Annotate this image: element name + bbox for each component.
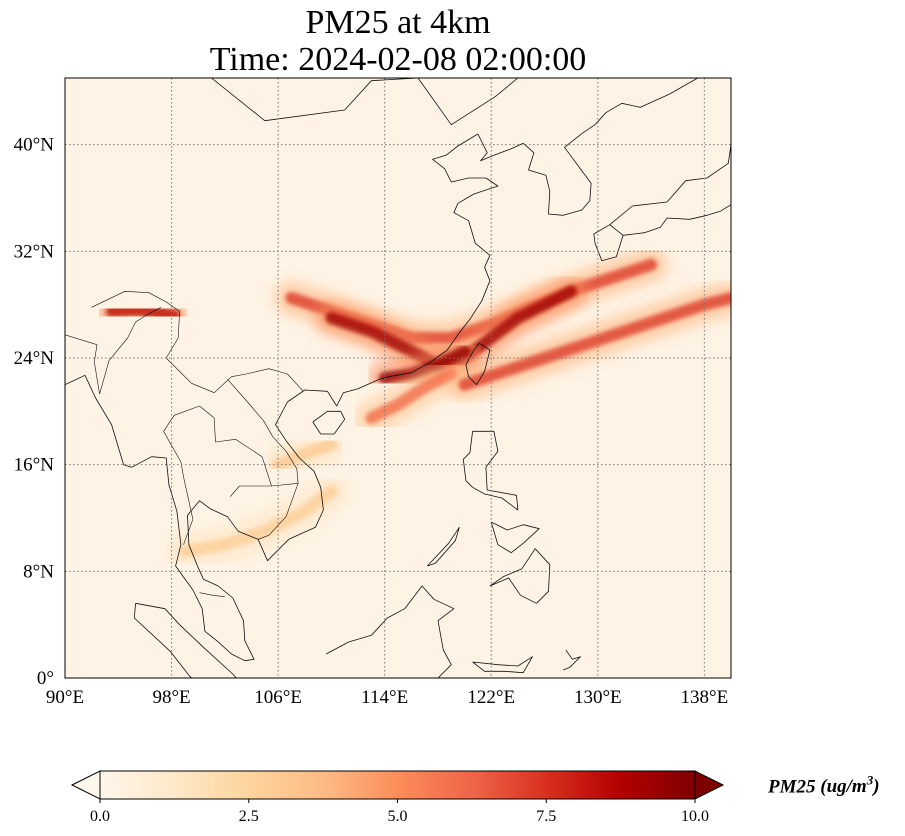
coastline-hainan [312,410,346,435]
map-title: PM25 at 4km [305,4,491,41]
colorbar-tick-label: 7.5 [536,808,556,825]
colorbar-tick-label: 2.5 [239,808,259,825]
coastline-korea [522,78,698,216]
lon-tick-label: 98°E [152,687,190,708]
coastline-luzon [462,430,519,511]
border-cambodia [229,482,299,540]
plume-core-east-band [458,292,731,391]
coastline-visayas [490,521,540,554]
lat-tick-label: 32°N [14,241,55,262]
coastline-sulawesi [472,656,533,674]
map-subtitle-time: Time: 2024-02-08 02:00:00 [209,41,587,78]
colorbar-label: PM25 (ug/m3) [768,773,880,798]
coastline-halmahera [563,649,581,671]
colorbar-extend-max [694,770,725,800]
coastline-mindanao [489,548,551,604]
colorbar-ticks: 0.0 2.5 5.0 7.5 10.0 [90,799,709,825]
border-india-myanmar [99,307,162,395]
lon-tick-label: 130°E [574,687,622,708]
lon-tick-label: 114°E [361,687,408,708]
colorbar: 0.0 2.5 5.0 7.5 10.0 [70,770,725,825]
border-thai-laos [199,405,272,487]
border-china-laos-vn [213,368,304,393]
colorbar-tick-label: 5.0 [388,808,408,825]
border-laos-vn [227,379,299,484]
lat-tick-label: 0° [37,668,54,689]
border-bangladesh [65,334,100,395]
map-plot-area [65,78,731,678]
lat-tick-label: 16°N [14,455,55,476]
plume-core-indochina-haze [272,438,338,471]
pm25-plumes [94,247,731,569]
colorbar-tick-label: 0.0 [90,808,110,825]
lat-tick-label: 8°N [23,561,54,582]
coastline-japan-south [623,204,731,236]
longitude-labels: 90°E 98°E 106°E 114°E 122°E 130°E 138°E [46,687,728,708]
coastline-japan-honshu [609,144,731,226]
gridlines [65,78,731,678]
map-frame [64,77,732,679]
coastline-sumatra [135,602,237,678]
lon-tick-label: 122°E [467,687,515,708]
colorbar-label-var: PM25 [768,776,816,798]
plume-core-southwest-haze [178,485,338,558]
coastline-taiwan [465,342,491,386]
border-thai-myanmar [163,405,200,545]
coastline-asia-coast [65,133,524,662]
lon-tick-label: 138°E [681,687,729,708]
coastline-borneo [325,585,455,678]
colorbar-tick-label: 10.0 [681,808,709,825]
border-myanmar-china [91,290,215,393]
colorbar-label-unit: (ug/m3) [820,773,880,798]
lat-tick-label: 24°N [14,348,55,369]
colorbar-extend-min [70,770,101,800]
lon-tick-label: 90°E [46,687,84,708]
lon-tick-label: 106°E [254,687,302,708]
border-thai-malaysia [199,592,225,597]
lat-tick-label: 40°N [14,135,55,156]
latitude-labels: 0° 8°N 16°N 24°N 32°N 40°N [14,135,55,689]
coastline-palawan [427,526,460,567]
coastlines [65,78,731,678]
plume-core-himalaya-patch [105,304,181,322]
colorbar-gradient [99,770,696,800]
